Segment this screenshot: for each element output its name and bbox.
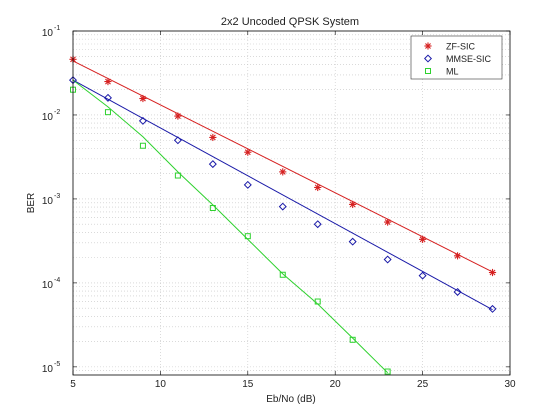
- data-point-zf-sic: [244, 148, 252, 156]
- data-point-ml: [279, 271, 286, 278]
- x-axis-ticks: 5 10 15 20 25 30: [70, 31, 516, 390]
- data-point-mmse-sic: [348, 237, 357, 246]
- x-tick-label: 30: [504, 379, 516, 390]
- plot-frame: [72, 30, 511, 376]
- x-tick-label: 10: [155, 379, 167, 390]
- legend-label-zf-sic: ZF-SIC: [446, 42, 475, 52]
- x-tick-label: 15: [242, 379, 254, 390]
- data-point-ml: [244, 233, 251, 240]
- data-point-ml: [174, 172, 181, 179]
- y-tick-exponent: -5: [54, 361, 60, 368]
- data-point-zf-sic: [453, 252, 462, 260]
- y-tick-base: 10: [42, 364, 54, 375]
- y-tick-label: 10 -3: [42, 193, 60, 207]
- y-tick-base: 10: [42, 280, 54, 291]
- y-tick-label: 10 -4: [42, 277, 60, 291]
- x-tick-label: 5: [70, 379, 76, 390]
- series-line-mmse-sic: [72, 79, 493, 311]
- data-point-zf-sic: [419, 235, 427, 243]
- data-point-mmse-sic: [173, 136, 182, 145]
- data-point-mmse-sic: [313, 220, 322, 229]
- legend-marker-mmse-sic: [423, 54, 433, 63]
- y-tick-label: 10 -2: [42, 109, 60, 123]
- x-axis-label: Eb/No (dB): [266, 394, 315, 405]
- data-point-zf-sic: [174, 112, 182, 120]
- legend-label-ml: ML: [446, 67, 459, 77]
- data-point-zf-sic: [384, 218, 392, 226]
- data-point-mmse-sic: [208, 160, 217, 169]
- data-point-ml: [384, 368, 391, 375]
- data-point-zf-sic: [349, 200, 357, 209]
- data-point-ml: [139, 142, 146, 149]
- y-axis-ticks: 10-110-210-310-410-5: [42, 25, 510, 375]
- data-point-zf-sic: [279, 168, 287, 176]
- y-tick-base: 10: [42, 196, 54, 207]
- y-tick-exponent: -2: [54, 109, 60, 116]
- x-tick-label: 20: [330, 379, 342, 390]
- legend-marker-ml: [425, 68, 431, 74]
- data-point-zf-sic: [488, 268, 497, 277]
- y-tick-base: 10: [42, 28, 54, 39]
- data-point-mmse-sic: [488, 304, 497, 313]
- legend-label-mmse-sic: MMSE-SIC: [446, 54, 492, 64]
- data-point-mmse-sic: [383, 255, 392, 264]
- series-line-ml: [72, 79, 388, 374]
- data-point-mmse-sic: [138, 116, 147, 125]
- data-point-zf-sic: [104, 77, 112, 86]
- data-point-ml: [104, 109, 111, 116]
- y-tick-label: 10 -5: [42, 361, 60, 375]
- chart-title: 2x2 Uncoded QPSK System: [221, 16, 359, 28]
- legend-marker-zf-sic: [424, 42, 432, 50]
- y-tick-base: 10: [42, 112, 54, 123]
- y-tick-exponent: -4: [54, 277, 60, 284]
- data-point-zf-sic: [314, 183, 322, 192]
- y-axis-label: BER: [26, 193, 37, 214]
- series-markers: [68, 55, 497, 375]
- data-point-ml: [209, 204, 216, 211]
- data-point-mmse-sic: [453, 287, 462, 296]
- data-point-zf-sic: [209, 133, 217, 142]
- plot-area: [73, 31, 510, 375]
- data-point-ml: [349, 336, 356, 343]
- legend: ZF-SIC MMSE-SIC ML: [410, 35, 503, 80]
- data-point-zf-sic: [139, 94, 147, 103]
- data-point-mmse-sic: [103, 93, 112, 102]
- data-point-mmse-sic: [243, 180, 252, 189]
- y-tick-exponent: -3: [54, 193, 60, 200]
- y-tick-exponent: -1: [54, 25, 60, 32]
- data-point-mmse-sic: [418, 271, 427, 280]
- data-point-mmse-sic: [278, 202, 287, 211]
- data-point-ml: [314, 298, 321, 305]
- x-tick-label: 25: [417, 379, 429, 390]
- y-tick-label: 10 -1: [42, 25, 60, 39]
